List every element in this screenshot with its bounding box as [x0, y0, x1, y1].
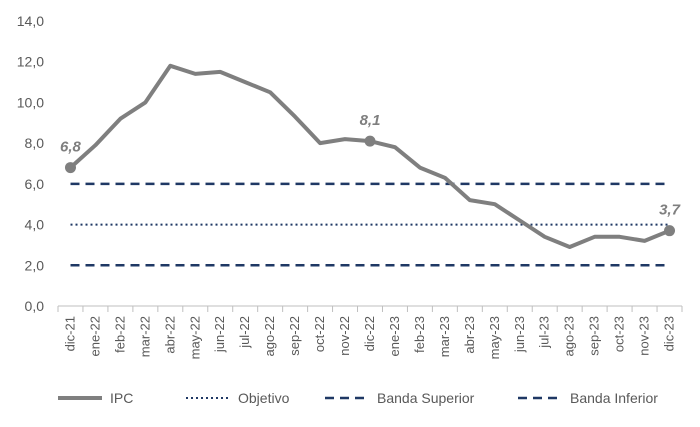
x-axis: dic-21 ene-22 feb-22 mar-22 abr-22 may-22 jun-…: [57, 305, 683, 359]
x-tick-label: mar-23: [437, 316, 452, 357]
y-tick-label: 12,0: [17, 54, 44, 70]
x-tick-label: may-22: [187, 316, 202, 359]
series-layer: [68, 63, 672, 267]
y-tick-label: 4,0: [25, 217, 45, 233]
x-tick-label: feb-22: [112, 316, 127, 353]
legend: IPC Objetivo Banda Superior Banda Inferior: [58, 390, 658, 406]
x-tick-label: dic-23: [662, 316, 677, 351]
y-tick-label: 10,0: [17, 94, 44, 110]
x-tick-label: ene-23: [387, 316, 402, 356]
y-tick-label: 6,0: [25, 176, 45, 192]
series-line-ipc: [68, 63, 672, 249]
x-tick-label: jun-22: [212, 316, 227, 353]
data-point-marker: [364, 135, 376, 147]
x-tick-label: mar-22: [137, 316, 152, 357]
data-label: 3,7: [659, 202, 681, 219]
legend-label: IPC: [110, 390, 133, 406]
legend-label: Objetivo: [238, 390, 290, 406]
x-tick-label: jun-23: [512, 316, 527, 353]
x-tick-label: abr-22: [162, 316, 177, 354]
y-tick-label: 2,0: [25, 257, 45, 273]
x-tick-label: ago-22: [262, 316, 277, 356]
x-tick-label: nov-23: [637, 316, 652, 356]
y-tick-label: 14,0: [17, 13, 44, 29]
x-tick-label: abr-23: [462, 316, 477, 354]
data-point-marker: [664, 225, 676, 237]
data-labels: 6,8 8,1 3,7: [60, 112, 681, 237]
x-tick-label: oct-22: [312, 316, 327, 352]
x-tick-label: sep-23: [587, 316, 602, 356]
x-tick-label: ene-22: [87, 316, 102, 356]
data-label: 8,1: [360, 112, 381, 129]
x-tick-label: dic-22: [362, 316, 377, 351]
y-tick-label: 8,0: [25, 135, 45, 151]
x-tick-label: oct-23: [612, 316, 627, 352]
y-axis: 0,0 2,0 4,0 6,0 8,0 10,0 12,0 14,0: [17, 13, 44, 314]
x-tick-label: nov-22: [337, 316, 352, 356]
data-label: 6,8: [60, 139, 82, 156]
y-tick-label: 0,0: [25, 298, 45, 314]
x-tick-label: may-23: [487, 316, 502, 359]
x-tick-label: jul-23: [537, 316, 552, 349]
legend-label: Banda Superior: [377, 390, 475, 406]
x-tick-label: dic-21: [62, 316, 77, 351]
legend-label: Banda Inferior: [570, 390, 658, 406]
x-tick-label: jul-22: [237, 316, 252, 349]
data-point-marker: [64, 162, 76, 174]
x-tick-label: feb-23: [412, 316, 427, 353]
x-tick-label: sep-22: [287, 316, 302, 356]
x-tick-label: ago-23: [562, 316, 577, 356]
